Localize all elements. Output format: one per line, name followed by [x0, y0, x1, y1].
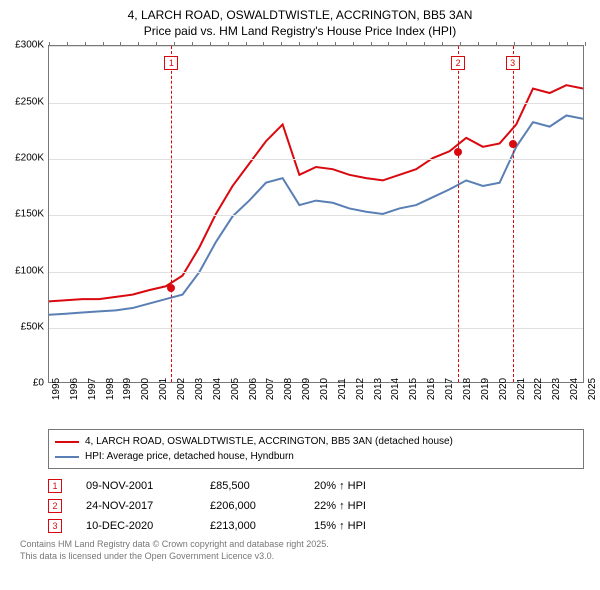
sales-price: £213,000	[210, 520, 290, 532]
y-tick-label: £150K	[15, 209, 44, 220]
sales-row: 3 10-DEC-2020 £213,000 15% ↑ HPI	[48, 519, 590, 533]
plot-area: 1 2 3	[48, 45, 584, 383]
x-tick-label: 2020	[498, 378, 509, 400]
sales-index-box: 1	[48, 479, 62, 493]
sales-row: 1 09-NOV-2001 £85,500 20% ↑ HPI	[48, 479, 590, 493]
legend-swatch	[55, 456, 79, 458]
y-tick-label: £50K	[21, 321, 44, 332]
sales-price: £206,000	[210, 500, 290, 512]
legend: 4, LARCH ROAD, OSWALDTWISTLE, ACCRINGTON…	[48, 429, 584, 469]
sale-marker-dot	[454, 148, 462, 156]
x-tick-label: 2011	[337, 378, 348, 400]
x-tick-label: 2006	[248, 378, 259, 400]
chart-area: £0£50K£100K£150K£200K£250K£300K 123 1995…	[48, 45, 584, 425]
sales-index-box: 2	[48, 499, 62, 513]
series-line	[49, 85, 583, 301]
y-tick-label: £300K	[15, 40, 44, 51]
x-tick-label: 2002	[176, 378, 187, 400]
x-tick-label: 1995	[51, 378, 62, 400]
x-tick-label: 2007	[265, 378, 276, 400]
x-tick-label: 2022	[533, 378, 544, 400]
x-tick-label: 2017	[444, 378, 455, 400]
x-tick-label: 2000	[140, 378, 151, 400]
x-tick-label: 2013	[373, 378, 384, 400]
legend-row: 4, LARCH ROAD, OSWALDTWISTLE, ACCRINGTON…	[55, 434, 577, 449]
sales-price: £85,500	[210, 480, 290, 492]
sale-marker-box: 3	[506, 56, 520, 70]
x-tick-label: 1996	[69, 378, 80, 400]
x-tick-label: 2004	[212, 378, 223, 400]
sale-marker-box: 1	[164, 56, 178, 70]
x-tick-label: 2012	[355, 378, 366, 400]
sales-pct: 22% ↑ HPI	[314, 500, 404, 512]
sales-index-box: 3	[48, 519, 62, 533]
sale-marker-box: 2	[451, 56, 465, 70]
chart-container: 4, LARCH ROAD, OSWALDTWISTLE, ACCRINGTON…	[0, 0, 600, 590]
x-axis-labels: 1995199619971998199920002001200220032004…	[48, 385, 584, 425]
sale-marker-dot	[167, 284, 175, 292]
x-tick-label: 1997	[87, 378, 98, 400]
legend-label: 4, LARCH ROAD, OSWALDTWISTLE, ACCRINGTON…	[85, 434, 453, 449]
x-tick-label: 1999	[122, 378, 133, 400]
footer-line1: Contains HM Land Registry data © Crown c…	[20, 539, 590, 551]
x-tick-label: 2023	[551, 378, 562, 400]
sales-date: 24-NOV-2017	[86, 500, 186, 512]
sale-marker-dot	[509, 140, 517, 148]
footer-attribution: Contains HM Land Registry data © Crown c…	[20, 539, 590, 562]
x-tick-label: 2014	[390, 378, 401, 400]
sales-row: 2 24-NOV-2017 £206,000 22% ↑ HPI	[48, 499, 590, 513]
x-tick-label: 2001	[158, 378, 169, 400]
legend-swatch	[55, 441, 79, 443]
sale-marker-line	[458, 46, 459, 382]
x-tick-label: 2009	[301, 378, 312, 400]
title-line1: 4, LARCH ROAD, OSWALDTWISTLE, ACCRINGTON…	[10, 8, 590, 24]
x-tick-label: 2003	[194, 378, 205, 400]
chart-title: 4, LARCH ROAD, OSWALDTWISTLE, ACCRINGTON…	[10, 8, 590, 39]
x-tick-label: 2021	[516, 378, 527, 400]
x-tick-label: 2005	[230, 378, 241, 400]
sale-marker-line	[171, 46, 172, 382]
legend-label: HPI: Average price, detached house, Hynd…	[85, 449, 294, 464]
y-tick-label: £200K	[15, 152, 44, 163]
sales-pct: 15% ↑ HPI	[314, 520, 404, 532]
sales-table: 1 09-NOV-2001 £85,500 20% ↑ HPI 2 24-NOV-2017…	[48, 479, 590, 533]
line-svg	[49, 46, 583, 382]
sales-date: 09-NOV-2001	[86, 480, 186, 492]
x-tick-label: 2024	[569, 378, 580, 400]
y-tick-label: £100K	[15, 265, 44, 276]
x-tick-label: 2008	[283, 378, 294, 400]
x-tick-label: 2025	[587, 378, 598, 400]
legend-row: HPI: Average price, detached house, Hynd…	[55, 449, 577, 464]
y-axis-labels: £0£50K£100K£150K£200K£250K£300K	[10, 45, 46, 383]
sale-marker-line	[513, 46, 514, 382]
x-tick-label: 2018	[462, 378, 473, 400]
sales-date: 10-DEC-2020	[86, 520, 186, 532]
x-tick-label: 2019	[480, 378, 491, 400]
x-tick-label: 2016	[426, 378, 437, 400]
x-tick-label: 2010	[319, 378, 330, 400]
y-tick-label: £250K	[15, 96, 44, 107]
footer-line2: This data is licensed under the Open Gov…	[20, 551, 590, 563]
y-tick-label: £0	[33, 378, 44, 389]
sales-pct: 20% ↑ HPI	[314, 480, 404, 492]
x-tick-label: 1998	[105, 378, 116, 400]
x-tick-label: 2015	[408, 378, 419, 400]
title-line2: Price paid vs. HM Land Registry's House …	[10, 24, 590, 40]
